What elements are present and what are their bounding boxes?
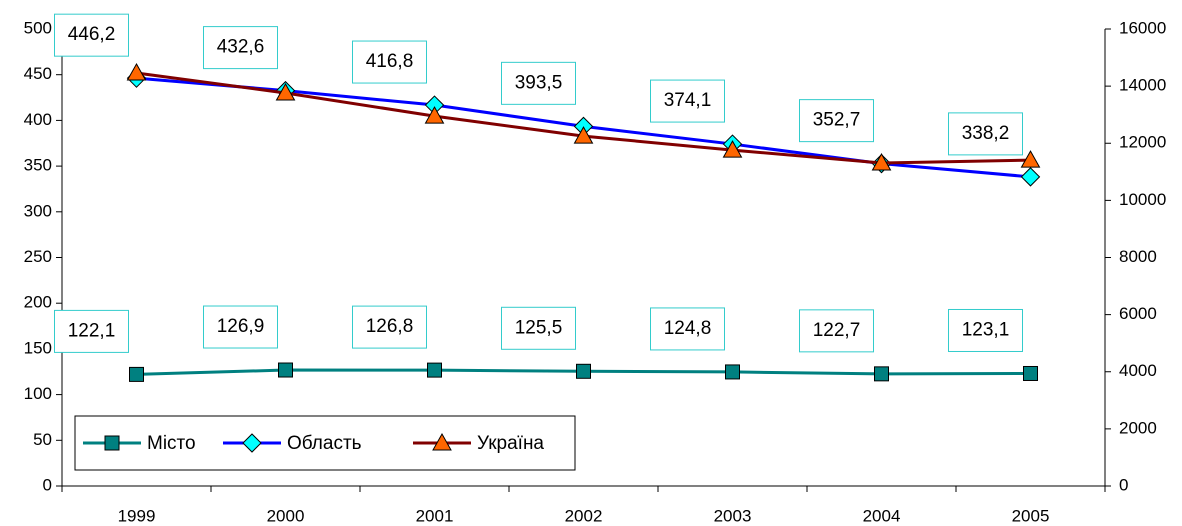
data-label-box	[54, 309, 129, 353]
marker	[1020, 167, 1041, 187]
data-label: 124,8	[664, 318, 712, 339]
x-tick-label: 2003	[714, 506, 752, 525]
x-tick-label: 2002	[565, 506, 603, 525]
data-label-box	[203, 26, 278, 70]
y-tick-label: 450	[24, 64, 52, 83]
data-label-box	[650, 79, 725, 123]
y-tick-label: 200	[24, 293, 52, 312]
marker	[576, 363, 591, 379]
y-tick-label: 500	[24, 18, 52, 37]
data-label: 352,7	[813, 110, 861, 131]
y2-tick-label: 12000	[1119, 133, 1166, 152]
legend-box	[74, 415, 576, 471]
marker	[278, 362, 293, 378]
y-tick-label: 300	[24, 201, 52, 220]
data-label-box	[799, 99, 874, 143]
y2-tick-label: 10000	[1119, 190, 1166, 209]
marker	[871, 152, 892, 171]
x-tick-label: 2000	[267, 506, 305, 525]
legend-label: Область	[287, 433, 362, 454]
y-tick-label: 250	[24, 247, 52, 266]
y2-tick-label: 8000	[1119, 247, 1157, 266]
data-label-box	[948, 308, 1023, 352]
y2-tick-label: 0	[1119, 475, 1128, 494]
data-label-box	[501, 61, 576, 105]
data-label-box	[352, 40, 427, 84]
data-label: 125,5	[515, 317, 563, 338]
data-label-box	[650, 307, 725, 351]
legend-marker	[104, 435, 120, 451]
marker	[573, 126, 594, 144]
data-label-box	[501, 306, 576, 350]
marker	[129, 366, 144, 382]
data-label-box	[54, 13, 129, 57]
x-tick-label: 2001	[416, 506, 454, 525]
marker	[1023, 365, 1038, 381]
data-label: 393,5	[515, 72, 563, 93]
y-tick-label: 50	[33, 430, 52, 449]
data-label: 374,1	[664, 90, 712, 111]
legend-marker	[242, 433, 262, 453]
data-label: 122,7	[813, 320, 861, 341]
marker	[722, 140, 743, 158]
legend-marker	[432, 432, 452, 451]
x-tick-label: 2005	[1012, 506, 1050, 525]
data-label: 432,6	[217, 37, 265, 58]
y2-tick-label: 16000	[1119, 18, 1166, 37]
y2-tick-label: 14000	[1119, 76, 1166, 95]
data-label-box	[948, 112, 1023, 156]
y-tick-label: 150	[24, 338, 52, 357]
y2-tick-label: 2000	[1119, 418, 1157, 437]
data-label-box	[203, 305, 278, 349]
data-label: 338,2	[962, 123, 1010, 144]
marker	[1020, 150, 1041, 168]
data-label: 446,2	[68, 24, 116, 45]
data-label: 122,1	[68, 320, 116, 341]
marker	[126, 62, 147, 81]
x-tick-label: 2004	[863, 506, 901, 525]
data-label: 126,8	[366, 316, 414, 337]
y-tick-label: 100	[24, 384, 52, 403]
y-tick-label: 0	[43, 475, 52, 494]
y-tick-label: 400	[24, 110, 52, 129]
y-tick-label: 350	[24, 156, 52, 175]
marker	[874, 366, 889, 382]
y2-tick-label: 6000	[1119, 304, 1157, 323]
marker	[275, 82, 296, 101]
x-tick-label: 1999	[118, 506, 156, 525]
data-label-box	[352, 305, 427, 349]
legend-label: Україна	[477, 433, 544, 454]
marker	[725, 364, 740, 380]
y2-tick-label: 4000	[1119, 361, 1157, 380]
legend-label: Місто	[147, 433, 196, 454]
data-label-box	[799, 309, 874, 353]
marker	[424, 106, 445, 124]
data-label: 123,1	[962, 320, 1010, 341]
marker	[427, 362, 442, 378]
data-label: 126,9	[217, 316, 265, 337]
data-label: 416,8	[366, 51, 414, 72]
